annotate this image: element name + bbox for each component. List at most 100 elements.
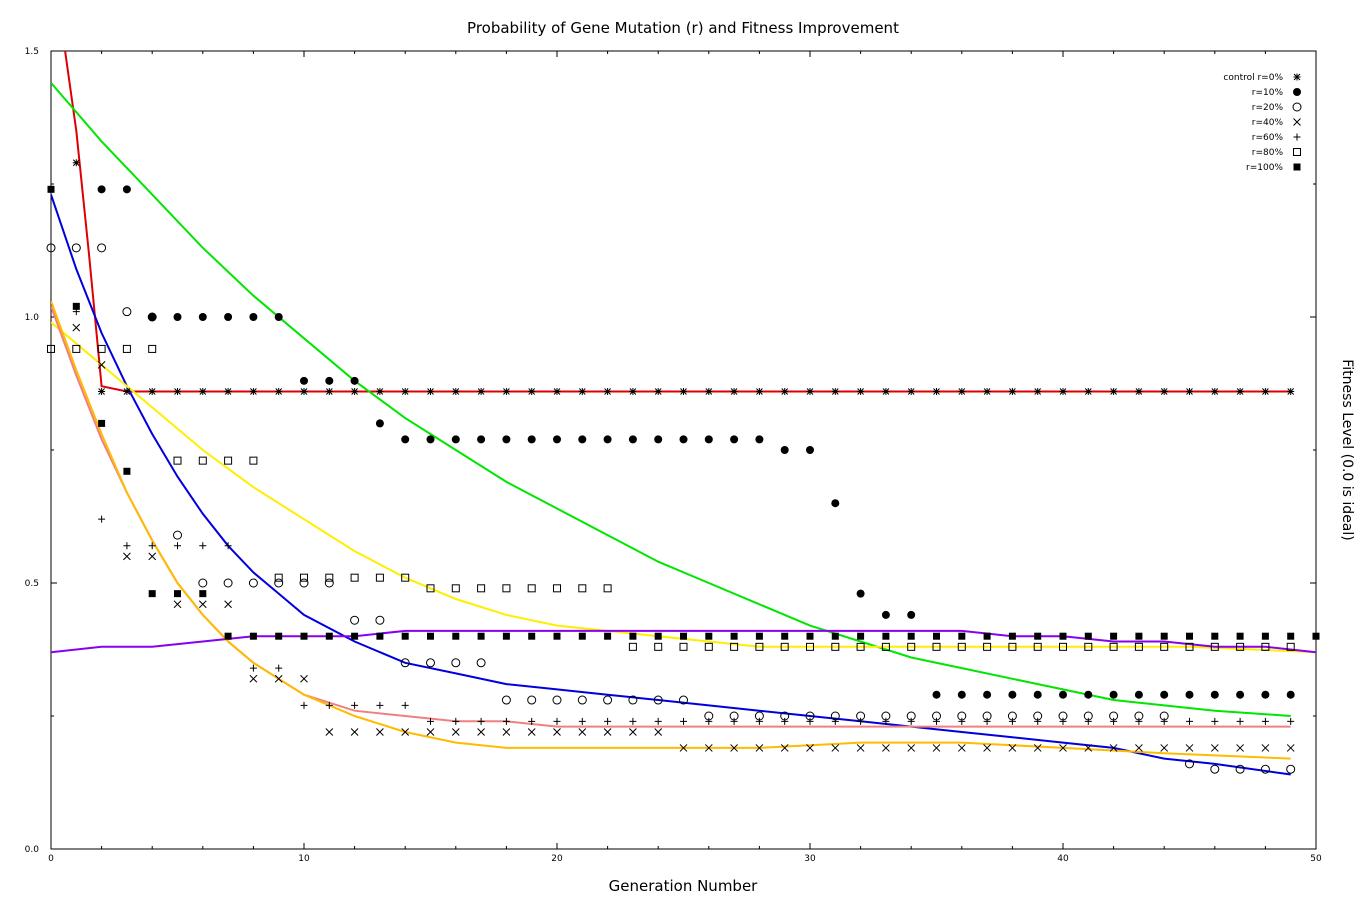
data-point	[1210, 690, 1219, 699]
data-point	[932, 744, 941, 752]
data-point	[351, 701, 359, 709]
data-point	[148, 552, 157, 561]
data-point	[553, 632, 561, 640]
data-point	[780, 446, 789, 454]
data-point	[1084, 744, 1093, 752]
data-point	[376, 387, 384, 395]
data-point	[350, 376, 359, 385]
data-point	[958, 632, 966, 640]
data-point	[477, 717, 485, 725]
data-point	[451, 728, 460, 736]
data-point	[680, 387, 687, 395]
data-point	[1236, 387, 1244, 395]
data-point	[1059, 387, 1067, 395]
legend-marker	[1293, 73, 1301, 81]
data-point	[401, 728, 410, 736]
data-point	[806, 387, 814, 395]
data-point	[1059, 717, 1067, 725]
data-point	[325, 701, 333, 709]
data-point	[249, 674, 258, 683]
data-point	[224, 600, 232, 609]
data-point	[224, 456, 233, 465]
trend-line	[51, 82, 1291, 717]
data-point	[553, 717, 561, 725]
data-point	[882, 717, 890, 725]
legend-marker	[1293, 163, 1301, 171]
data-point	[780, 744, 789, 752]
data-point	[577, 695, 587, 705]
data-point	[1135, 744, 1143, 752]
data-point	[705, 717, 713, 725]
data-point	[1084, 387, 1092, 395]
legend-marker	[1293, 88, 1301, 96]
data-point	[224, 313, 233, 321]
data-point	[781, 632, 789, 640]
data-point	[400, 658, 410, 668]
data-point	[426, 658, 435, 668]
data-point	[401, 435, 410, 444]
data-point	[98, 387, 106, 395]
data-point	[806, 446, 814, 454]
data-point	[300, 573, 308, 582]
data-point	[1008, 387, 1016, 395]
data-point	[806, 744, 814, 752]
data-point	[1008, 717, 1016, 725]
data-point	[730, 717, 738, 725]
data-point	[300, 376, 308, 385]
data-point	[528, 632, 536, 640]
data-point	[957, 642, 966, 651]
data-point	[375, 419, 384, 428]
data-point	[174, 387, 181, 395]
data-point	[704, 744, 713, 752]
trend-line	[51, 629, 1316, 654]
data-point	[199, 542, 207, 550]
data-point	[1110, 632, 1118, 640]
data-point	[933, 717, 940, 725]
data-point	[97, 344, 106, 353]
data-point	[730, 642, 739, 651]
data-point	[907, 744, 916, 752]
legend-marker	[1293, 118, 1301, 126]
data-point	[173, 600, 182, 609]
data-point	[376, 632, 384, 640]
data-point	[47, 344, 55, 353]
data-point	[578, 435, 587, 444]
data-point	[248, 578, 258, 588]
data-point	[957, 744, 966, 752]
data-point	[1210, 642, 1219, 651]
data-point	[1160, 642, 1169, 651]
data-point	[933, 387, 940, 395]
data-point	[680, 717, 687, 725]
data-point	[1110, 387, 1118, 395]
data-point	[1160, 717, 1168, 725]
data-point	[679, 435, 688, 444]
data-point	[502, 584, 511, 593]
data-point	[325, 376, 334, 385]
data-point	[351, 387, 359, 395]
data-point	[198, 578, 208, 588]
data-point	[249, 664, 257, 672]
data-point	[654, 387, 662, 395]
legend-label: r=40%	[1252, 118, 1284, 128]
data-point	[275, 387, 283, 395]
data-point	[1286, 744, 1295, 752]
data-point	[1186, 717, 1193, 725]
data-point	[224, 542, 232, 550]
data-point	[451, 435, 460, 444]
data-point	[1109, 690, 1118, 699]
data-point	[528, 717, 536, 725]
data-point	[451, 658, 461, 668]
data-point	[451, 584, 460, 593]
data-point	[831, 744, 840, 752]
data-point	[452, 717, 460, 725]
data-point	[502, 728, 511, 736]
data-point	[71, 243, 81, 253]
data-point	[1008, 690, 1017, 699]
data-point	[325, 387, 333, 395]
data-point	[1008, 632, 1016, 640]
data-point	[148, 542, 156, 550]
data-point	[604, 387, 612, 395]
data-point	[401, 573, 410, 582]
data-point	[932, 690, 941, 699]
data-point	[680, 632, 687, 640]
